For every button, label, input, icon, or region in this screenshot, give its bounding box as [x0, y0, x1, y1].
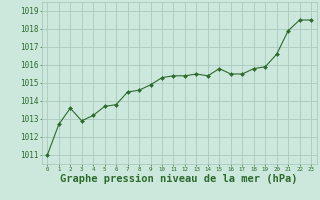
X-axis label: Graphe pression niveau de la mer (hPa): Graphe pression niveau de la mer (hPa)	[60, 174, 298, 184]
